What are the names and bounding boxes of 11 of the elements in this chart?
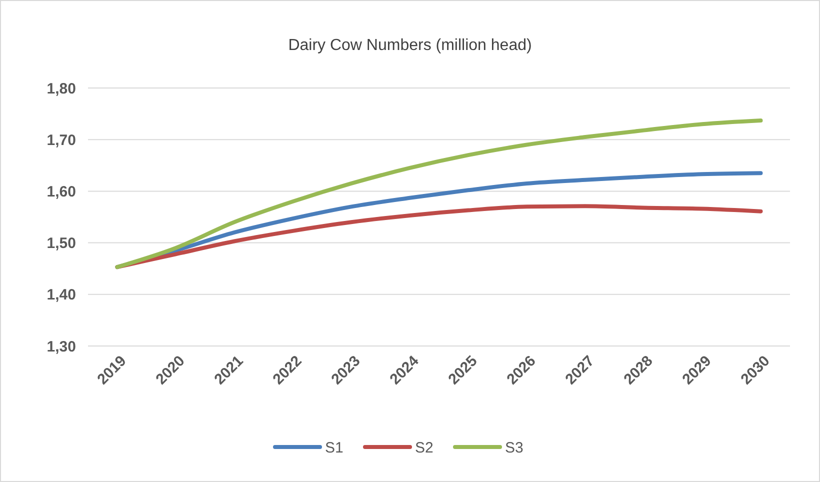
y-tick-label: 1,50 [46,235,76,252]
line-series [115,118,763,270]
chart-title: Dairy Cow Numbers (million head) [288,37,532,54]
legend-label: S1 [325,439,344,456]
y-tick-label: 1,70 [46,132,76,149]
y-tick-label: 1,30 [46,338,76,356]
legend-label: S3 [505,439,524,456]
legend-label: S2 [415,439,434,456]
y-tick-label: 1,60 [46,183,76,200]
y-tick-label: 1,80 [46,80,76,98]
y-tick-label: 1,40 [46,286,76,304]
